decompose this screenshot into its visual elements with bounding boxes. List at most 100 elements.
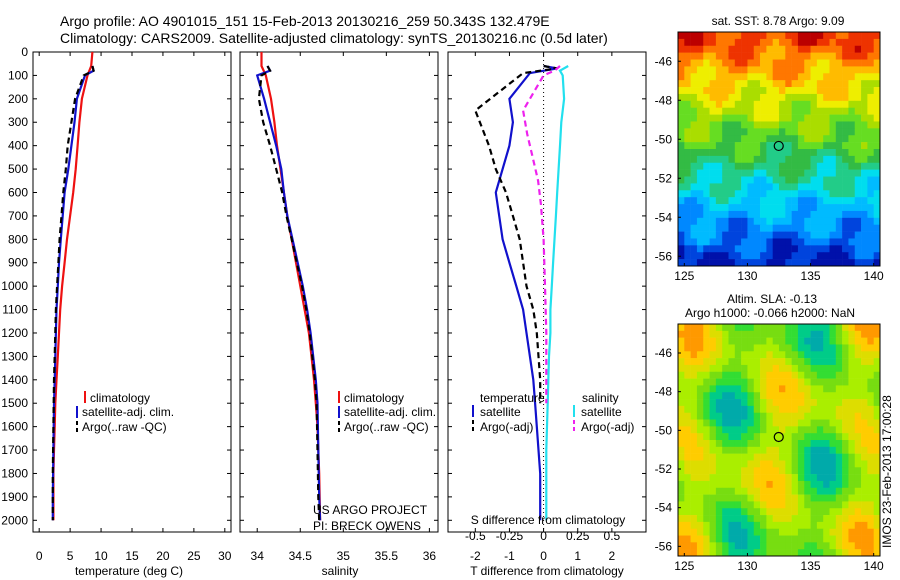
map-cell bbox=[747, 549, 755, 557]
map-cell bbox=[854, 474, 862, 482]
map-cell bbox=[791, 405, 799, 413]
map-cell bbox=[867, 176, 874, 184]
map-cell bbox=[760, 66, 767, 74]
map-cell bbox=[753, 467, 761, 475]
map-cell bbox=[766, 155, 773, 164]
map-cell bbox=[678, 114, 685, 122]
map-cell bbox=[766, 358, 773, 366]
map-cell bbox=[861, 378, 868, 386]
map-cell bbox=[766, 330, 773, 338]
map-cell bbox=[848, 508, 856, 516]
map-cell bbox=[772, 142, 780, 150]
map-cell bbox=[873, 135, 881, 143]
map-cell bbox=[734, 480, 742, 489]
map-cell bbox=[722, 330, 729, 338]
map-cell bbox=[690, 405, 698, 413]
map-cell bbox=[829, 155, 837, 164]
map-cell bbox=[696, 399, 704, 407]
map-cell bbox=[747, 364, 755, 373]
map-cell bbox=[785, 238, 792, 246]
map-cell bbox=[741, 155, 748, 164]
map-cell bbox=[709, 515, 717, 523]
map-cell bbox=[709, 351, 717, 359]
map-cell bbox=[867, 453, 874, 461]
map-cell bbox=[753, 549, 761, 557]
map-cell bbox=[779, 252, 786, 260]
map-cell bbox=[867, 515, 874, 523]
map-cell bbox=[816, 480, 824, 489]
map-cell bbox=[810, 467, 818, 475]
map-cell bbox=[741, 378, 748, 386]
depth-tick-label: 1100 bbox=[2, 303, 28, 317]
map-cell bbox=[715, 405, 723, 413]
map-cell bbox=[741, 528, 748, 536]
map-cell bbox=[791, 385, 799, 393]
map-cell bbox=[741, 80, 748, 88]
map-cell bbox=[873, 405, 881, 413]
map-cell bbox=[829, 149, 837, 157]
map-cell bbox=[722, 87, 729, 95]
map-cell bbox=[842, 440, 849, 448]
map-cell bbox=[804, 419, 811, 427]
map-cell bbox=[741, 508, 748, 516]
map-cell bbox=[766, 210, 773, 219]
map-cell bbox=[779, 440, 786, 448]
map-cell bbox=[722, 378, 729, 386]
map-cell bbox=[684, 66, 691, 74]
map-cell bbox=[861, 155, 868, 164]
map-cell bbox=[867, 45, 874, 53]
map-cell bbox=[835, 446, 843, 454]
map-cell bbox=[797, 155, 805, 164]
map-cell bbox=[678, 93, 685, 102]
map-cell bbox=[797, 73, 805, 81]
map-cell bbox=[690, 330, 698, 338]
map-cell bbox=[709, 142, 717, 150]
map-cell bbox=[753, 419, 761, 427]
map-cell bbox=[753, 238, 761, 246]
map-y-tick-label: -52 bbox=[655, 171, 673, 185]
map-cell bbox=[753, 80, 761, 88]
map-cell bbox=[823, 231, 830, 239]
map-cell bbox=[696, 351, 704, 359]
map-cell bbox=[753, 155, 761, 164]
map-cell bbox=[861, 337, 868, 345]
map-cell bbox=[753, 204, 761, 212]
map-cell bbox=[829, 169, 837, 177]
map-cell bbox=[747, 93, 755, 102]
map-cell bbox=[690, 210, 698, 219]
map-cell bbox=[709, 59, 717, 67]
map-cell bbox=[753, 453, 761, 461]
map-cell bbox=[797, 217, 805, 225]
map-cell bbox=[848, 412, 856, 420]
series-climatology bbox=[52, 51, 94, 521]
map-cell bbox=[823, 107, 830, 115]
map-cell bbox=[741, 38, 748, 47]
map-cell bbox=[696, 528, 704, 536]
map-cell bbox=[734, 487, 742, 495]
map-cell bbox=[772, 183, 780, 191]
map-cell bbox=[728, 446, 736, 454]
map-cell bbox=[797, 176, 805, 184]
map-cell bbox=[678, 419, 685, 427]
map-cell bbox=[842, 460, 849, 468]
map-cell bbox=[760, 549, 767, 557]
map-cell bbox=[747, 405, 755, 413]
map-cell bbox=[690, 128, 698, 136]
map-cell bbox=[747, 521, 755, 529]
map-cell bbox=[835, 32, 843, 40]
map-y-tick-label: -46 bbox=[655, 346, 673, 360]
map-cell bbox=[867, 399, 874, 407]
map-cell bbox=[734, 460, 742, 468]
map-cell bbox=[753, 252, 761, 260]
map-cell bbox=[810, 494, 818, 502]
map-cell bbox=[722, 487, 729, 495]
map-cell bbox=[791, 155, 799, 164]
map-cell bbox=[779, 107, 786, 115]
map-cell bbox=[734, 107, 742, 115]
map-cell bbox=[785, 128, 792, 136]
map-cell bbox=[873, 259, 881, 267]
map-cell bbox=[810, 433, 818, 441]
map-cell bbox=[741, 480, 748, 489]
map-cell bbox=[848, 535, 856, 543]
map-cell bbox=[684, 93, 691, 102]
